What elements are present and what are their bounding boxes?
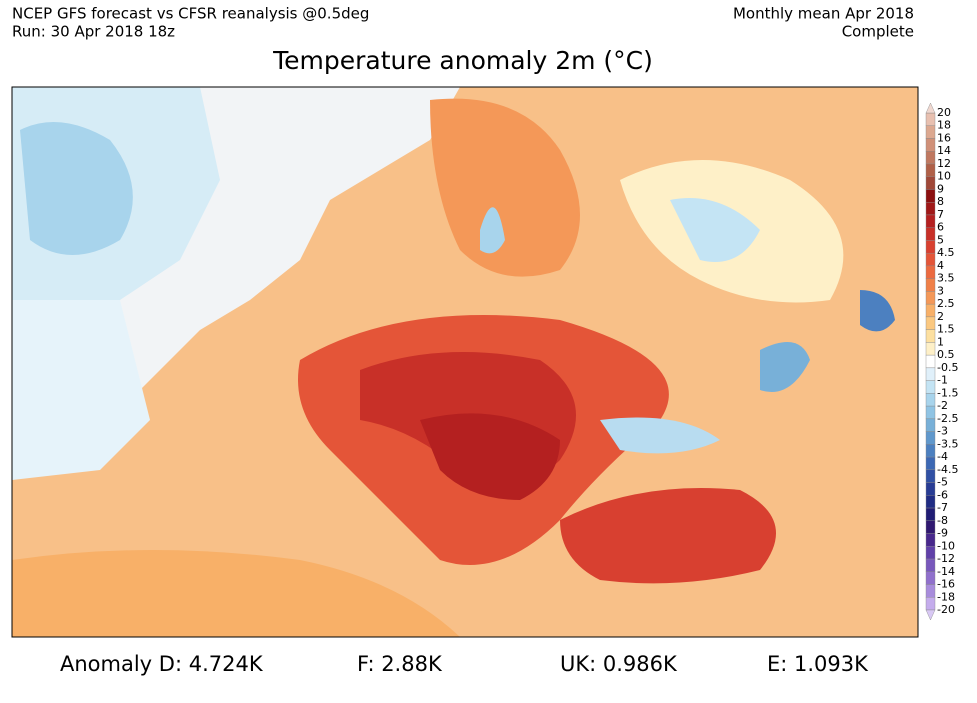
stat: UK: 0.986K: [560, 652, 678, 676]
colorbar-label: 5: [937, 233, 944, 246]
header-right: Monthly mean Apr 2018: [733, 5, 914, 23]
colorbar-label: -1: [937, 374, 948, 387]
colorbar-label: -0.5: [937, 361, 958, 374]
colorbar-label: -2.5: [937, 412, 958, 425]
colorbar-segment: [925, 163, 936, 177]
colorbar-label: -9: [937, 527, 948, 540]
colorbar-segment: [925, 214, 936, 228]
colorbar-label: 2.5: [937, 297, 955, 310]
stat: E: 1.093K: [767, 652, 869, 676]
colorbar-label: 14: [937, 144, 951, 157]
colorbar-label: -3: [937, 425, 948, 438]
colorbar-segment: [925, 316, 936, 330]
map-frame: [11, 86, 919, 638]
colorbar-label: 4: [937, 259, 944, 272]
colorbar-segment: [925, 240, 936, 254]
colorbar-label: 9: [937, 182, 944, 195]
colorbar-segment: [925, 278, 936, 292]
colorbar-segment: [925, 151, 936, 165]
header-right: Complete: [842, 23, 914, 41]
colorbar-segment: [925, 393, 936, 407]
colorbar-segment: [925, 520, 936, 534]
colorbar-segment: [925, 418, 936, 432]
colorbar-label: -1.5: [937, 386, 958, 399]
colorbar-segment: [925, 176, 936, 190]
colorbar-segment: [925, 533, 936, 547]
colorbar-label: 7: [937, 208, 944, 221]
colorbar-segment: [925, 456, 936, 471]
colorbar-label: 16: [937, 131, 951, 144]
colorbar-segment: [925, 291, 936, 305]
colorbar-segment: [925, 125, 936, 139]
colorbar-segment: [925, 584, 936, 598]
colorbar-label: -18: [937, 590, 955, 603]
colorbar-segment: [925, 571, 936, 585]
colorbar-label: 20: [937, 106, 951, 119]
colorbar-label: 8: [937, 195, 944, 208]
colorbar-segment: [925, 112, 936, 126]
colorbar-segment: [925, 546, 936, 560]
colorbar-label: 10: [937, 170, 951, 183]
colorbar-segment: [925, 558, 936, 572]
colorbar-segment: [925, 482, 936, 496]
colorbar-label: 6: [937, 221, 944, 234]
colorbar-label: 0.5: [937, 348, 955, 361]
colorbar-label: -14: [937, 565, 955, 578]
header-left: NCEP GFS forecast vs CFSR reanalysis @0.…: [12, 5, 369, 23]
colorbar-label: -5: [937, 476, 948, 489]
colorbar-segment: [925, 227, 936, 241]
colorbar-segment: [925, 495, 936, 509]
colorbar-label: -2: [937, 399, 948, 412]
colorbar-label: 12: [937, 157, 951, 170]
stat: F: 2.88K: [357, 652, 443, 676]
colorbar-label: -16: [937, 578, 955, 591]
colorbar-segment: [925, 303, 936, 318]
colorbar-label: 1: [937, 335, 944, 348]
colorbar-segment: [925, 189, 936, 203]
colorbar-segment: [925, 380, 936, 394]
colorbar-label: -8: [937, 514, 948, 527]
colorbar-segment: [925, 367, 936, 381]
colorbar-label: -3.5: [937, 437, 958, 450]
colorbar-segment: [925, 431, 936, 445]
colorbar-segment: [925, 444, 936, 458]
colorbar-label: -7: [937, 501, 948, 514]
colorbar-label: -20: [937, 603, 955, 616]
colorbar-label: -10: [937, 539, 955, 552]
colorbar-label: -12: [937, 552, 955, 565]
colorbar-segment: [925, 252, 936, 267]
colorbar-segment: [925, 329, 936, 343]
colorbar-segment: [925, 469, 936, 483]
colorbar-end: [925, 102, 936, 114]
colorbar-label: 3: [937, 284, 944, 297]
colorbar-segment: [925, 405, 936, 420]
colorbar-segment: [925, 354, 936, 369]
title: Temperature anomaly 2m (°C): [272, 46, 653, 75]
colorbar-label: -6: [937, 488, 948, 501]
map: [12, 87, 918, 637]
colorbar-end: [925, 609, 936, 621]
stat: Anomaly D: 4.724K: [60, 652, 264, 676]
colorbar-segment: [925, 265, 936, 279]
colorbar-label: 4.5: [937, 246, 955, 259]
colorbar-segment: [925, 507, 936, 521]
colorbar-label: 2: [937, 310, 944, 323]
colorbar-label: -4.5: [937, 463, 958, 476]
colorbar-label: -4: [937, 450, 948, 463]
colorbar-segment: [925, 138, 936, 152]
colorbar-segment: [925, 342, 936, 356]
colorbar-segment: [925, 202, 936, 216]
header-left: Run: 30 Apr 2018 18z: [12, 23, 175, 41]
colorbar-label: 3.5: [937, 272, 955, 285]
colorbar-label: 18: [937, 119, 951, 132]
colorbar-label: 1.5: [937, 323, 955, 336]
colorbar-segment: [925, 597, 936, 611]
